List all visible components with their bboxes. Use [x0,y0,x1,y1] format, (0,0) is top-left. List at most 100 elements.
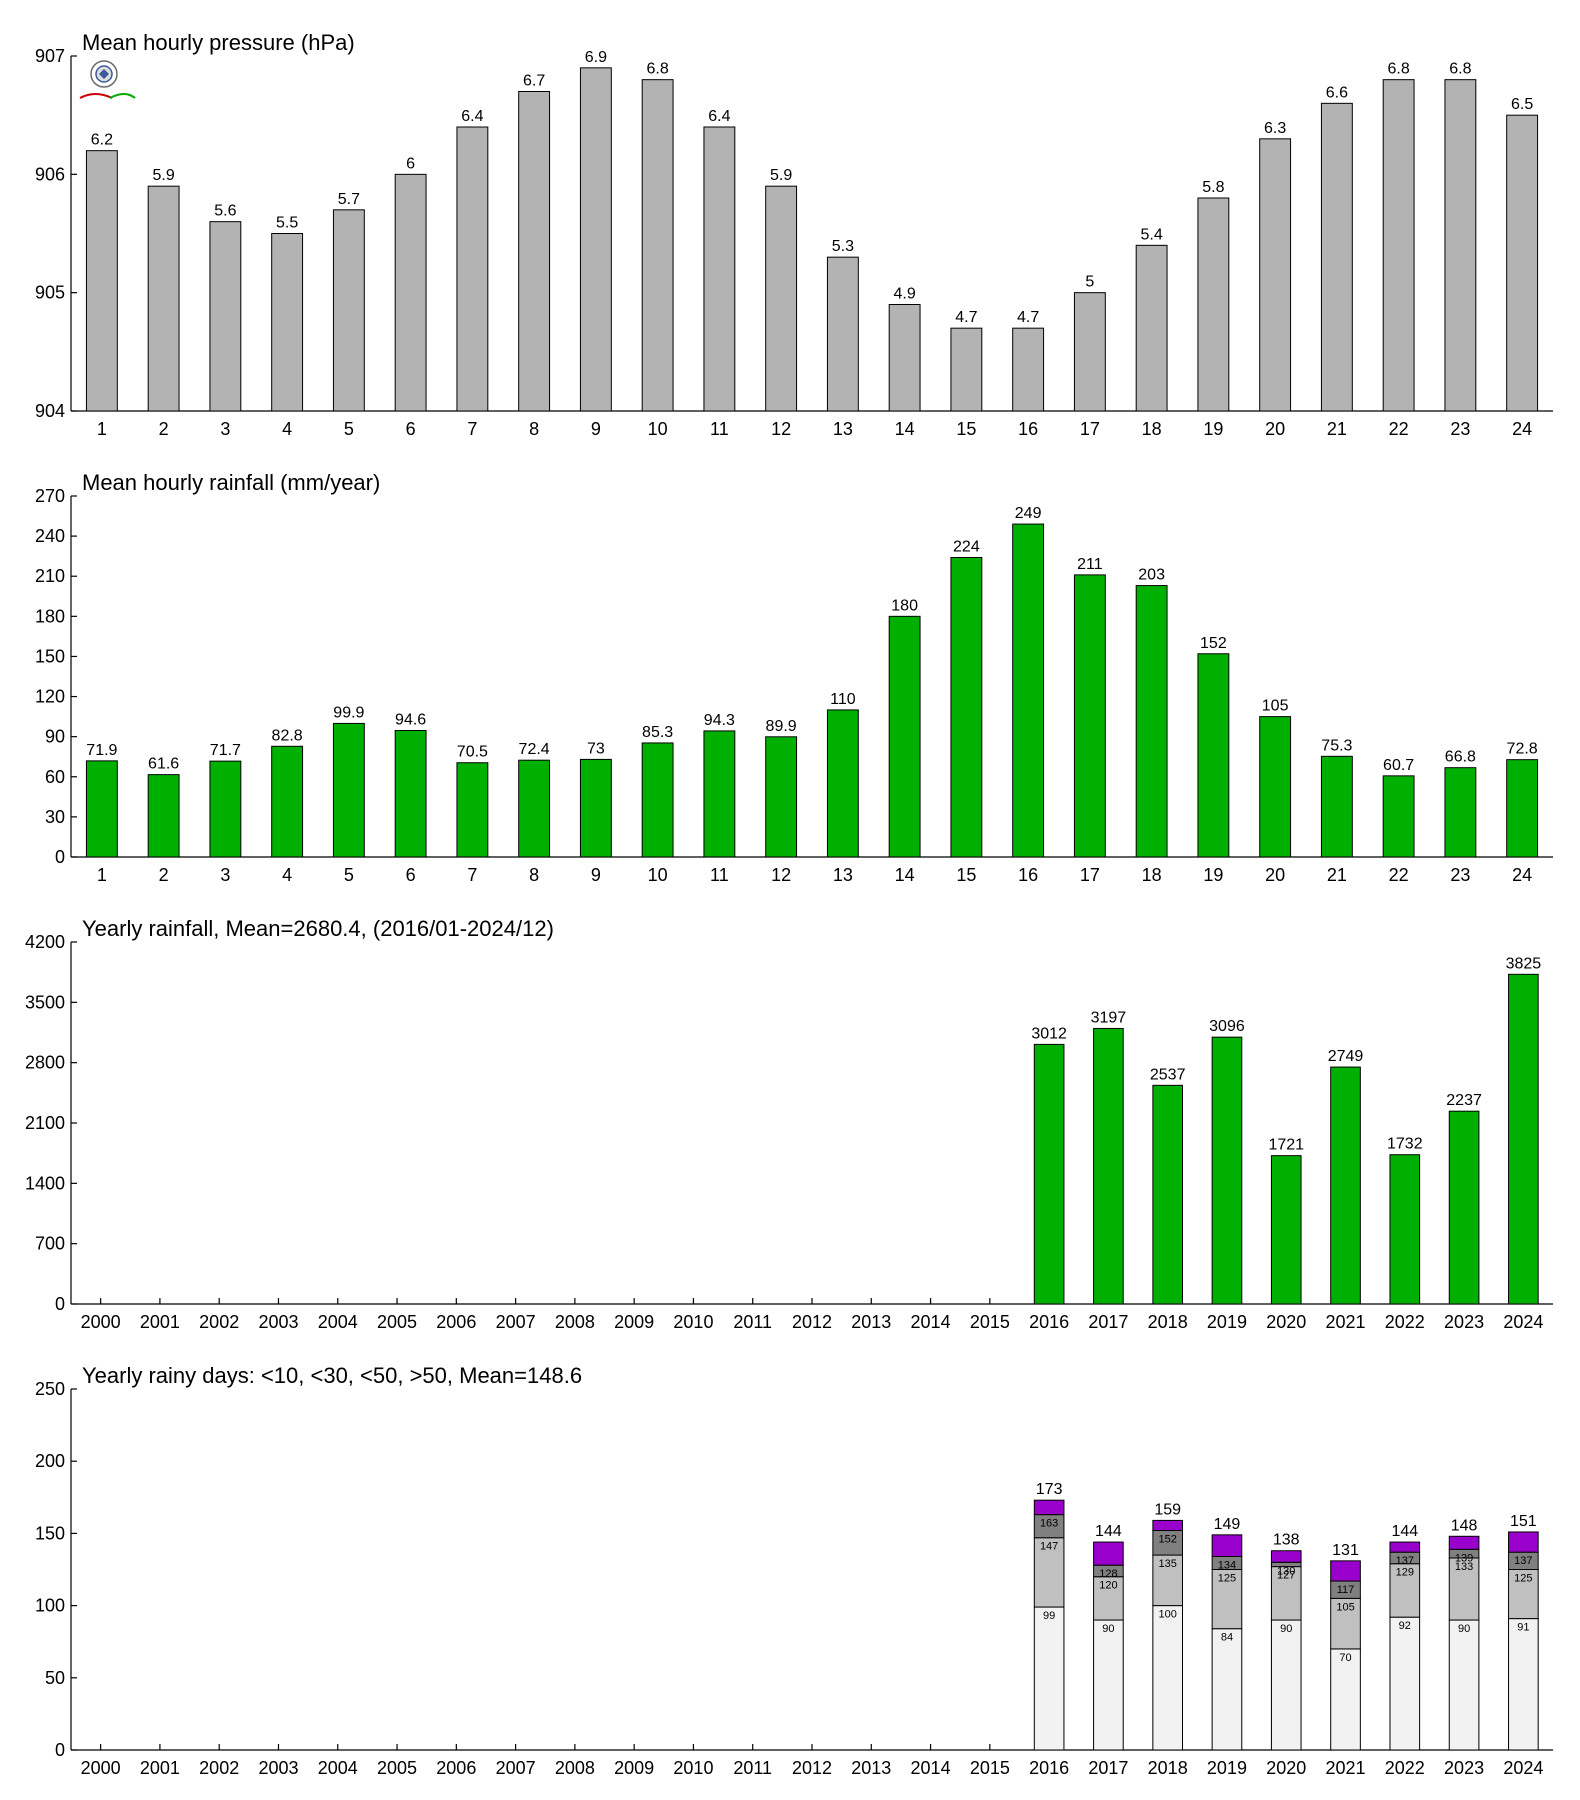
x-tick-label: 18 [1142,865,1162,885]
x-tick-label: 1 [97,419,107,439]
bar [518,91,551,412]
bar-value-label: 99.9 [333,704,364,721]
bar [579,67,612,412]
bar [394,730,427,858]
bar [209,221,242,412]
chart-3: Yearly rainfall, Mean=2680.4, (2016/01-2… [25,916,1553,1332]
x-tick-label: 17 [1080,865,1100,885]
stack-segment [1330,1560,1361,1582]
bar-value-label: 5.9 [770,167,792,184]
x-tick-label: 2016 [1029,1758,1069,1778]
bar [826,709,859,858]
bar [950,557,983,858]
y-tick-label: 904 [35,401,65,421]
bar-value-label: 6.9 [585,49,607,66]
x-tick-label: 4 [282,865,292,885]
stack-value-label: 135 [1159,1558,1177,1570]
bar-value-label: 4.7 [955,309,977,326]
bar-value-label: 249 [1015,505,1042,522]
x-tick-label: 2022 [1385,1758,1425,1778]
x-tick-label: 14 [895,419,915,439]
x-tick-label: 16 [1018,865,1038,885]
chart-title: Mean hourly pressure (hPa) [82,30,355,55]
y-tick-label: 30 [45,807,65,827]
x-tick-label: 2022 [1385,1312,1425,1332]
x-tick-label: 22 [1389,865,1409,885]
x-tick-label: 2005 [377,1312,417,1332]
stack-segment [1152,1530,1183,1556]
x-tick-label: 2000 [81,1758,121,1778]
y-tick-label: 50 [45,1668,65,1688]
y-tick-label: 210 [35,566,65,586]
stack-value-label: 90 [1102,1623,1114,1635]
bar-value-label: 6.7 [523,73,545,90]
stack-value-label: 120 [1099,1580,1117,1592]
y-tick-label: 120 [35,687,65,707]
y-tick-label: 200 [35,1451,65,1471]
bar [332,722,365,858]
x-tick-label: 5 [344,865,354,885]
x-tick-label: 2013 [851,1758,891,1778]
stack-segment [1448,1535,1480,1550]
x-tick-label: 2013 [851,1312,891,1332]
chart-4: Yearly rainy days: <10, <30, <50, >50, M… [35,1363,1553,1778]
y-tick-label: 60 [45,767,65,787]
stack-segment [1033,1499,1065,1516]
x-tick-label: 2014 [911,1758,951,1778]
bar-value-label: 3825 [1506,955,1542,972]
y-tick-label: 90 [45,727,65,747]
stack-value-label: 134 [1218,1560,1236,1572]
bar-value-label: 4.7 [1017,309,1039,326]
x-tick-label: 11 [710,419,729,439]
bar-value-label: 6.3 [1264,120,1286,137]
bar-value-label: 6.8 [1388,61,1410,78]
stack-segment [1093,1541,1124,1566]
bar-value-label: 85.3 [642,724,673,741]
x-tick-label: 2004 [318,1758,358,1778]
bar [147,774,180,858]
bar-total-label: 131 [1332,1542,1359,1559]
x-tick-label: 1 [97,865,107,885]
bar [1197,653,1230,858]
bar [1389,1154,1421,1305]
stack-value-label: 137 [1514,1555,1532,1567]
stack-segment [1152,1554,1183,1607]
bar-value-label: 73 [587,740,605,757]
stack-value-label: 92 [1399,1620,1411,1632]
bar-value-label: 72.4 [519,741,550,758]
x-tick-label: 20 [1265,865,1285,885]
stack-value-label: 125 [1514,1573,1532,1585]
bar-value-label: 2237 [1446,1092,1482,1109]
bar-value-label: 70.5 [457,744,488,761]
bar-total-label: 173 [1036,1481,1063,1498]
x-tick-label: 2015 [970,1312,1010,1332]
bar [1012,327,1045,412]
x-tick-label: 3 [220,865,230,885]
bar [950,327,983,412]
bar [271,233,304,412]
x-tick-label: 2024 [1503,1312,1543,1332]
bar-total-label: 138 [1273,1532,1300,1549]
x-tick-label: 15 [956,419,976,439]
x-tick-label: 11 [710,865,729,885]
x-tick-label: 2010 [673,1312,713,1332]
x-tick-label: 12 [771,865,791,885]
x-tick-label: 2 [159,419,169,439]
bar [1448,1110,1480,1305]
bar [1506,759,1539,858]
bar-value-label: 5.5 [276,215,298,232]
bar [1135,244,1168,412]
bar-value-label: 6.8 [647,61,669,78]
bar-value-label: 152 [1200,635,1227,652]
x-tick-label: 2017 [1088,1312,1128,1332]
bar-value-label: 60.7 [1383,757,1414,774]
stack-value-label: 128 [1099,1568,1117,1580]
x-tick-label: 2021 [1325,1312,1365,1332]
stack-segment [1211,1628,1243,1751]
bar [703,730,736,858]
stack-value-label: 130 [1277,1565,1295,1577]
y-tick-label: 1400 [25,1173,65,1193]
bar [765,185,798,412]
